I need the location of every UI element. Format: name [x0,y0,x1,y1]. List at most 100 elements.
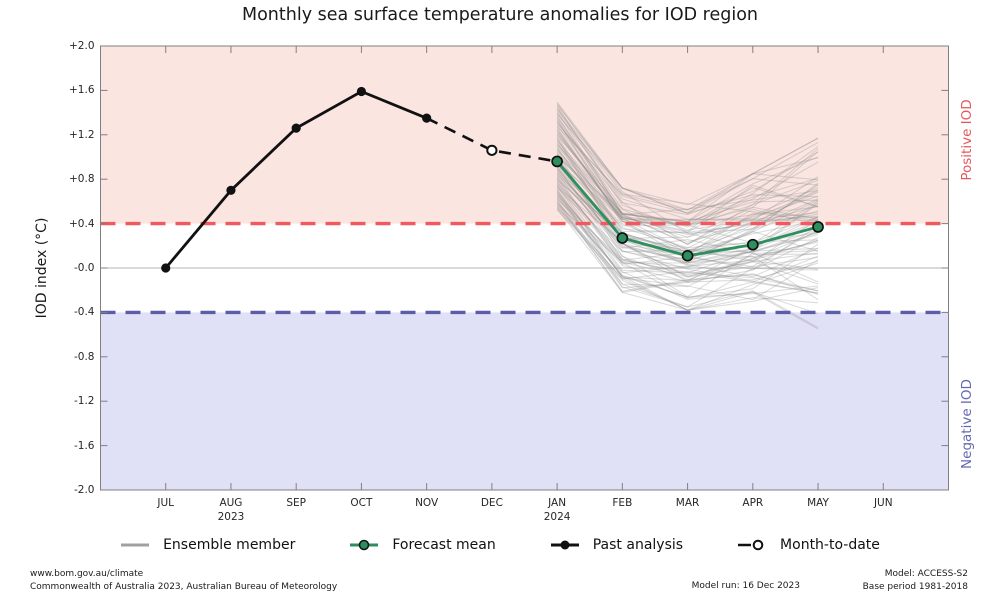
ensemble-member-line [556,206,819,288]
ensemble-member-line [556,160,819,294]
past-analysis-marker [356,86,367,97]
footer-model-info: Model: ACCESS-S2 Base period 1981-2018 [863,568,968,593]
ensemble-member-line [556,155,819,245]
legend-label: Forecast mean [392,537,496,553]
legend-label: Past analysis [592,537,684,553]
ensemble-member-line [556,194,819,315]
ensemble-member-line [556,123,819,214]
ensemble-member-line [556,103,819,234]
ensemble-member-line [556,135,819,243]
legend-label: Month-to-date [780,537,880,553]
ensemble-member-line [556,109,819,219]
ensemble-member-line [556,113,819,214]
ensemble-member-line [556,151,819,250]
forecast-mean-marker [812,221,824,233]
x-tick-label: OCT [350,497,373,509]
x-tick-label: JAN [548,497,567,509]
ensemble-member-line [556,166,819,292]
ensemble-member-line [556,203,819,278]
legend-item-forecast-mean: Forecast mean [349,537,496,553]
month-to-date-line [426,116,558,163]
ensemble-member-line [556,196,819,298]
legend-item-past-analysis: Past analysis [550,537,683,553]
ensemble-member-line [556,101,819,214]
ensemble-member-line [556,192,819,329]
x-tick-label: SEP [286,497,306,509]
x-tick-label: NOV [415,497,439,509]
positive-iod-region-label: Positive IOD [959,99,975,181]
y-tick-label: -0.0 [74,262,95,274]
forecast-mean-marker [681,249,694,262]
ensemble-member-line [556,147,819,266]
ensemble-member-line [556,105,819,246]
x-tick-label: APR [742,497,764,509]
ensemble-member-line [556,171,819,278]
month-to-date-open-marker [486,144,498,156]
x-tick-label: MAY [807,497,829,509]
ensemble-member-line [556,190,819,330]
ensemble-member-line [556,140,819,223]
x-tick-label: MAR [675,497,700,509]
plot-area [100,45,949,491]
past-analysis-marker [291,123,301,133]
ensemble-member-line [556,152,819,298]
y-tick-label: -0.8 [74,350,95,363]
ensemble-member-line [556,184,819,264]
ensemble-member-line [556,209,819,311]
ensemble-member-line [556,129,819,221]
ensemble-member-line [556,179,819,268]
footer-copyright: Commonwealth of Australia 2023, Australi… [30,581,338,592]
ensemble-member-line [556,184,819,274]
negative-iod-shading [100,312,949,490]
ensemble-member-line [556,124,819,216]
footer-base-period: Base period 1981-2018 [862,581,968,592]
past-analysis-marker [161,263,171,273]
month-to-date-icon [738,539,764,551]
ensemble-member-line [556,156,819,233]
footer-model-run: Model run: 16 Dec 2023 [691,581,800,591]
x-tick-label: AUG [219,497,243,509]
legend-item-ensemble-member: Ensemble member [120,537,295,553]
y-tick-label: -1.6 [74,439,95,452]
y-tick-label: +2.0 [69,40,95,52]
ensemble-member-line [556,149,819,232]
ensemble-member-line [556,182,819,292]
ensemble-member-line [556,189,819,308]
y-tick-label: -0.4 [74,306,95,319]
ensemble-member-line [556,183,819,299]
ensemble-member-line [556,107,819,231]
ensemble-member-line [556,172,819,239]
ensemble-member-line [556,161,819,238]
ensemble-member-line [556,199,819,289]
ensemble-line-icon [121,543,150,547]
ensemble-member-line [556,181,819,285]
ensemble-member-line [556,117,819,222]
forecast-mean-marker [616,232,629,244]
ensemble-member-line [556,173,819,264]
ensemble-member-line [556,121,819,216]
y-tick-label: -1.2 [74,395,95,408]
ensemble-member-line [556,136,819,233]
x-tick-label: FEB [612,497,633,509]
ensemble-member-line [556,205,819,294]
legend: Ensemble member Forecast mean Past analysi… [0,537,1000,553]
chart-title: Monthly sea surface temperature anomalie… [241,5,758,25]
positive-iod-shading [100,46,949,224]
ensemble-member-line [556,133,819,236]
past-analysis-marker [226,185,236,195]
ensemble-member-line [556,143,819,226]
ensemble-member-line [556,108,819,211]
legend-label: Ensemble member [163,537,296,553]
ensemble-member-line [556,177,819,277]
footer-attribution: www.bom.gov.au/climate Commonwealth of A… [30,568,337,593]
x-tick-label: JUN [873,497,893,509]
forecast-mean-icon [350,539,379,551]
ensemble-member-line [556,139,819,301]
ensemble-member-line [556,125,819,211]
ensemble-member-line [556,202,819,292]
ensemble-member-line [556,157,819,283]
ensemble-member-line [556,144,819,226]
forecast-mean-marker [746,238,759,251]
x-tick-label: DEC [480,497,503,509]
